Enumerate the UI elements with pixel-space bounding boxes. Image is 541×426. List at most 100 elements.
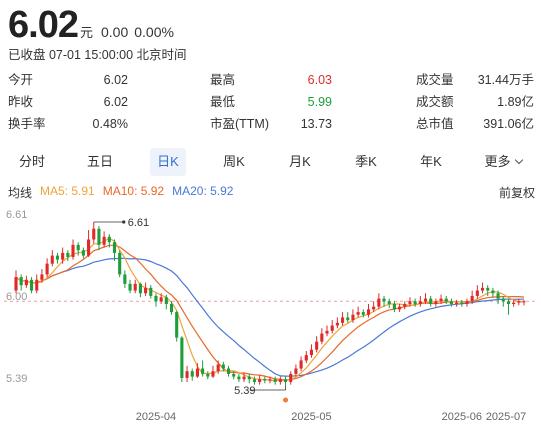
candle-body [14, 277, 18, 291]
candle-body [40, 274, 44, 280]
tab-6[interactable]: 年K [411, 148, 451, 176]
candle-body [45, 263, 49, 275]
candle-body [335, 322, 339, 326]
candle-body [24, 279, 28, 286]
tab-label: 月K [289, 154, 311, 169]
candle-body [491, 290, 495, 294]
tab-2[interactable]: 日K [150, 148, 186, 176]
candle-body [206, 373, 210, 377]
adjust-type-button[interactable]: 前复权 [498, 186, 535, 200]
candle-body [252, 379, 257, 382]
tab-3[interactable]: 周K [214, 148, 254, 176]
candle-body [351, 314, 355, 321]
candle-body [403, 304, 407, 307]
max-marker-label: 6.61 [128, 217, 149, 229]
tab-1[interactable]: 五日 [80, 148, 120, 176]
candle-body [190, 371, 194, 377]
stat-value: 1.89亿 [497, 95, 534, 109]
stat-value: 0.48% [92, 117, 128, 131]
stat-value: 391.06亿 [483, 117, 534, 131]
candle-body [159, 297, 163, 302]
stat-label: 成交额 [416, 95, 454, 109]
candle-body [413, 301, 417, 304]
y-axis-label: 6.61 [6, 209, 27, 221]
tab-4[interactable]: 月K [280, 148, 320, 176]
candle-body [87, 239, 91, 256]
stat-label: 市盈(TTM) [210, 117, 270, 131]
candle-body [144, 287, 148, 294]
ma5-value: MA5: 5.91 [40, 184, 95, 198]
candle-body [97, 228, 101, 245]
tab-label: 周K [223, 154, 245, 169]
candle-body [169, 304, 174, 313]
candle-body [418, 301, 422, 304]
candle-body [486, 287, 490, 291]
tab-5[interactable]: 季K [346, 148, 386, 176]
period-tabs: 分时 五日 日K 周K 月K 季K 年K 更多 [0, 148, 541, 176]
candle-body [392, 304, 396, 310]
ma5-line [15, 237, 525, 382]
candle-body [92, 228, 96, 240]
candle-body [55, 255, 60, 260]
stat-label: 最低 [210, 95, 236, 109]
candle-body [19, 277, 23, 286]
candle-body [465, 301, 469, 304]
candle-body [185, 371, 189, 378]
candle-body [304, 355, 308, 361]
stat-label: 换手率 [8, 117, 46, 131]
event-dot [283, 397, 289, 403]
candle-body [263, 379, 267, 381]
candle-body [475, 290, 479, 296]
candle-body [154, 295, 158, 302]
tab-label: 五日 [86, 154, 113, 169]
candle-body [278, 379, 282, 382]
candle-body [366, 309, 371, 315]
candle-body [107, 236, 111, 243]
tab-0[interactable]: 分时 [12, 148, 52, 176]
candle-body [66, 252, 70, 257]
price-header: 6.02 元 0.00 0.00% [8, 4, 174, 46]
candle-body [180, 337, 184, 378]
candle-body [470, 295, 474, 302]
stat-value: 13.73 [300, 117, 332, 131]
tab-label: 更多 [484, 154, 511, 169]
candle-body [35, 279, 39, 291]
candle-body [268, 379, 272, 381]
candle-body [522, 301, 526, 303]
candle-body [444, 298, 448, 302]
tab-7[interactable]: 更多 [479, 148, 527, 176]
candle-body [195, 368, 199, 377]
candle-body [138, 283, 142, 294]
candle-body [76, 244, 80, 251]
candle-body [372, 306, 376, 310]
stat-label: 今开 [8, 73, 34, 87]
candle-body [50, 255, 54, 264]
ma-legend-title: 均线 [8, 186, 33, 200]
candle-body [71, 244, 75, 257]
candle-body [123, 274, 127, 284]
price-change: 0.00 [100, 24, 129, 40]
chevron-down-icon [514, 155, 523, 165]
stat-label: 昨收 [8, 95, 34, 109]
price-unit: 元 [79, 25, 93, 40]
candle-body [29, 279, 34, 291]
candle-body [289, 373, 293, 382]
candle-body [128, 283, 132, 291]
candle-body [423, 298, 428, 302]
candle-body [283, 379, 288, 382]
candle-body [341, 317, 345, 323]
candle-body [232, 373, 236, 377]
candle-body [164, 297, 168, 304]
candle-body [258, 379, 262, 382]
candle-body [299, 360, 303, 369]
candle-body [429, 298, 433, 304]
x-axis-label: 2025-05 [291, 411, 331, 423]
candle-body [330, 325, 334, 331]
tab-label: 日K [157, 154, 179, 169]
candle-body [102, 236, 106, 245]
kline-chart[interactable]: 6.61 6.00 5.39 2025-04 2025-05 2025-06 2025-07… [0, 200, 541, 426]
candle-body [356, 312, 360, 315]
candle-body [496, 293, 500, 299]
candle-body [273, 379, 277, 382]
tab-label: 年K [420, 154, 442, 169]
